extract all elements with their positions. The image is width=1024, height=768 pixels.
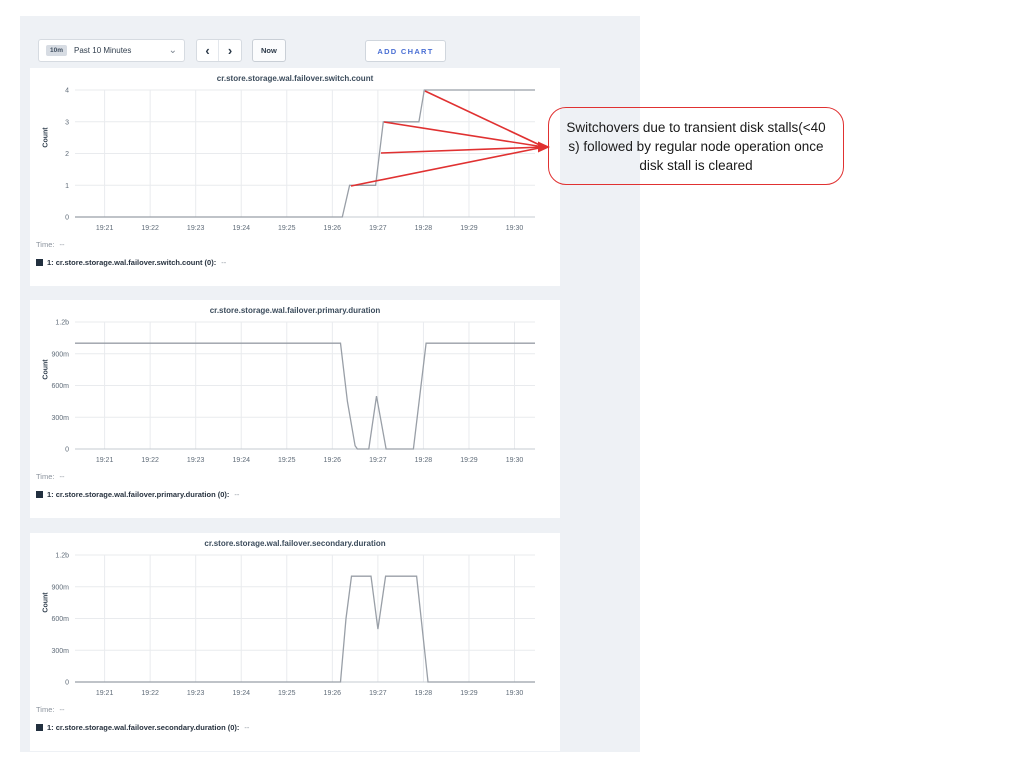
- now-button[interactable]: Now: [252, 39, 286, 62]
- chart-plot[interactable]: 0 300m 600m 900m 1.2b 19:21 19:22 19:23 19:24 19:…: [30, 314, 560, 469]
- svg-text:1.2b: 1.2b: [55, 553, 69, 560]
- series-value: --: [234, 490, 240, 499]
- svg-text:19:22: 19:22: [141, 457, 159, 464]
- svg-text:0: 0: [65, 447, 69, 454]
- prev-time-button[interactable]: ‹: [197, 40, 219, 61]
- series-swatch-icon: [36, 259, 43, 266]
- series-name: 1: cr.store.storage.wal.failover.primary…: [47, 490, 230, 499]
- svg-text:19:23: 19:23: [187, 225, 205, 232]
- svg-text:19:30: 19:30: [506, 225, 524, 232]
- svg-text:19:24: 19:24: [232, 457, 250, 464]
- svg-text:19:29: 19:29: [460, 690, 478, 697]
- chart-title: cr.store.storage.wal.failover.switch.cou…: [216, 74, 374, 83]
- svg-text:19:29: 19:29: [460, 457, 478, 464]
- legend-time-label: Time:: [36, 240, 55, 249]
- svg-text:1.2b: 1.2b: [55, 320, 69, 327]
- series-swatch-icon: [36, 491, 43, 498]
- svg-text:900m: 900m: [51, 351, 69, 358]
- series-value: --: [244, 723, 250, 732]
- svg-text:19:21: 19:21: [96, 457, 114, 464]
- chart-title: cr.store.storage.wal.failover.secondary.…: [204, 539, 386, 548]
- series-name: 1: cr.store.storage.wal.failover.seconda…: [47, 723, 240, 732]
- svg-text:19:22: 19:22: [141, 225, 159, 232]
- add-chart-button[interactable]: ADD CHART: [365, 40, 446, 62]
- chart-card-secondary-duration: cr.store.storage.wal.failover.secondary.…: [30, 533, 560, 751]
- chart-plot[interactable]: 0 1 2 3 4 19:21 19:22 19:23 19:24 19:25 19:26 19:27…: [30, 82, 560, 237]
- chart-card-switch-count: cr.store.storage.wal.failover.switch.cou…: [30, 68, 560, 286]
- timescale-dropdown[interactable]: 10m Past 10 Minutes ⌄: [38, 39, 185, 62]
- svg-text:19:22: 19:22: [141, 690, 159, 697]
- svg-text:0: 0: [65, 215, 69, 222]
- time-nav-group: ‹ ›: [196, 39, 242, 62]
- svg-text:19:24: 19:24: [232, 225, 250, 232]
- svg-text:19:27: 19:27: [369, 457, 387, 464]
- legend-time-label: Time:: [36, 472, 55, 481]
- legend-time-value: --: [59, 472, 65, 481]
- legend-series-row[interactable]: 1: cr.store.storage.wal.failover.primary…: [36, 490, 239, 499]
- series-swatch-icon: [36, 724, 43, 731]
- chevron-right-icon: ›: [227, 43, 233, 58]
- svg-text:19:25: 19:25: [278, 225, 296, 232]
- svg-text:600m: 600m: [51, 616, 69, 623]
- svg-text:1: 1: [65, 183, 69, 190]
- legend-time-row: Time: --: [36, 705, 64, 714]
- svg-text:19:23: 19:23: [187, 690, 205, 697]
- svg-text:19:28: 19:28: [415, 457, 433, 464]
- legend-time-row: Time: --: [36, 240, 64, 249]
- svg-text:19:21: 19:21: [96, 690, 114, 697]
- legend-time-value: --: [59, 240, 65, 249]
- svg-text:19:27: 19:27: [369, 690, 387, 697]
- svg-text:3: 3: [65, 119, 69, 126]
- svg-text:19:30: 19:30: [506, 457, 524, 464]
- annotation-callout: Switchovers due to transient disk stalls…: [548, 107, 844, 185]
- series-value: --: [221, 258, 227, 267]
- svg-text:19:30: 19:30: [506, 690, 524, 697]
- next-time-button[interactable]: ›: [219, 40, 241, 61]
- svg-text:300m: 300m: [51, 415, 69, 422]
- series-name: 1: cr.store.storage.wal.failover.switch.…: [47, 258, 217, 267]
- svg-text:19:28: 19:28: [415, 690, 433, 697]
- svg-text:19:25: 19:25: [278, 690, 296, 697]
- legend-series-row[interactable]: 1: cr.store.storage.wal.failover.seconda…: [36, 723, 249, 732]
- chart-plot[interactable]: 0 300m 600m 900m 1.2b 19:21 19:22 19:23 19:24 19:…: [30, 547, 560, 702]
- svg-text:19:29: 19:29: [460, 225, 478, 232]
- legend-time-label: Time:: [36, 705, 55, 714]
- svg-text:19:26: 19:26: [324, 690, 342, 697]
- chart-title: cr.store.storage.wal.failover.primary.du…: [209, 306, 381, 315]
- svg-text:19:28: 19:28: [415, 225, 433, 232]
- svg-text:0: 0: [65, 680, 69, 687]
- timescale-badge: 10m: [46, 45, 68, 56]
- legend-time-value: --: [59, 705, 65, 714]
- svg-text:19:24: 19:24: [232, 690, 250, 697]
- legend-series-row[interactable]: 1: cr.store.storage.wal.failover.switch.…: [36, 258, 226, 267]
- chevron-down-icon: ⌄: [168, 44, 177, 56]
- svg-text:4: 4: [65, 88, 69, 95]
- legend-time-row: Time: --: [36, 472, 64, 481]
- svg-text:2: 2: [65, 151, 69, 158]
- svg-text:19:27: 19:27: [369, 225, 387, 232]
- svg-text:19:23: 19:23: [187, 457, 205, 464]
- chart-card-primary-duration: cr.store.storage.wal.failover.primary.du…: [30, 300, 560, 518]
- svg-text:300m: 300m: [51, 648, 69, 655]
- chevron-left-icon: ‹: [205, 43, 210, 58]
- timescale-label: Past 10 Minutes: [74, 46, 132, 55]
- svg-text:19:21: 19:21: [96, 225, 114, 232]
- svg-text:19:25: 19:25: [278, 457, 296, 464]
- svg-text:900m: 900m: [51, 584, 69, 591]
- svg-text:19:26: 19:26: [324, 225, 342, 232]
- svg-text:19:26: 19:26: [324, 457, 342, 464]
- svg-text:600m: 600m: [51, 383, 69, 390]
